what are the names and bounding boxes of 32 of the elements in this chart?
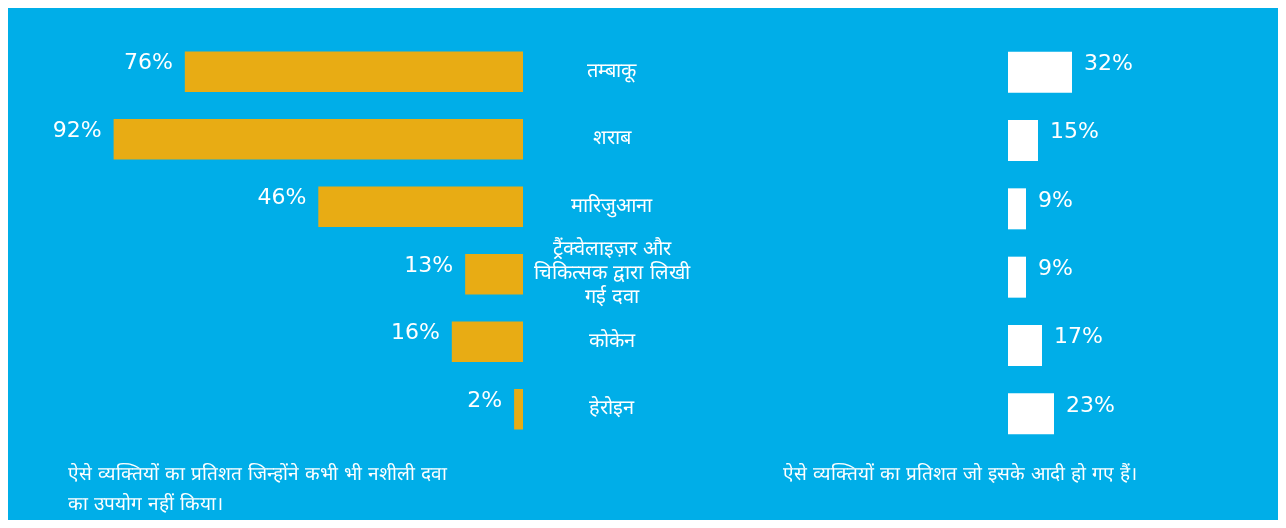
- bar: [1008, 325, 1042, 366]
- bar: [514, 389, 523, 430]
- data-label: 46%: [257, 184, 307, 210]
- y-tick-label: हेरोइन: [589, 395, 636, 420]
- data-label: 2%: [467, 386, 503, 412]
- data-label: 9%: [1038, 254, 1073, 280]
- data-label: 16%: [390, 319, 440, 345]
- data-label: 32%: [1084, 49, 1133, 75]
- bar: [1008, 188, 1026, 230]
- text: ऐसे व्यक्तियों का प्रतिशत जो इसके आदी हो गए हैं।: [783, 461, 1139, 486]
- data-label: 17%: [1054, 323, 1103, 349]
- bar: [1008, 120, 1038, 161]
- bar: [113, 119, 523, 160]
- bar: [465, 254, 523, 295]
- data-label: 76%: [123, 49, 173, 75]
- y-tick-label: कोकेन: [588, 327, 636, 352]
- bar: [1008, 256, 1026, 298]
- data-label: 13%: [404, 251, 454, 277]
- data-label: 9%: [1038, 186, 1073, 212]
- y-tick-label: शराब: [592, 125, 632, 150]
- data-label: 23%: [1066, 391, 1115, 417]
- data-label: 92%: [52, 116, 102, 142]
- text: ऐसे व्यक्तियों का प्रतिशत जिन्होंने कभी भी नशीली दवा का उपयोग नहीं किया।: [68, 461, 448, 516]
- bar: [451, 321, 523, 362]
- y-tick-label: तम्बाकू: [587, 57, 638, 83]
- bar: [1008, 393, 1054, 435]
- bar: [318, 186, 523, 227]
- bar: [1008, 51, 1072, 93]
- bar: [184, 51, 523, 92]
- y-tick-label: मारिजुआना: [571, 192, 654, 218]
- y-tick-label: ट्रैंक्वेलाइज़र और चिकित्सक द्वारा लिखी गई दवा: [534, 236, 691, 309]
- data-label: 15%: [1050, 118, 1099, 144]
